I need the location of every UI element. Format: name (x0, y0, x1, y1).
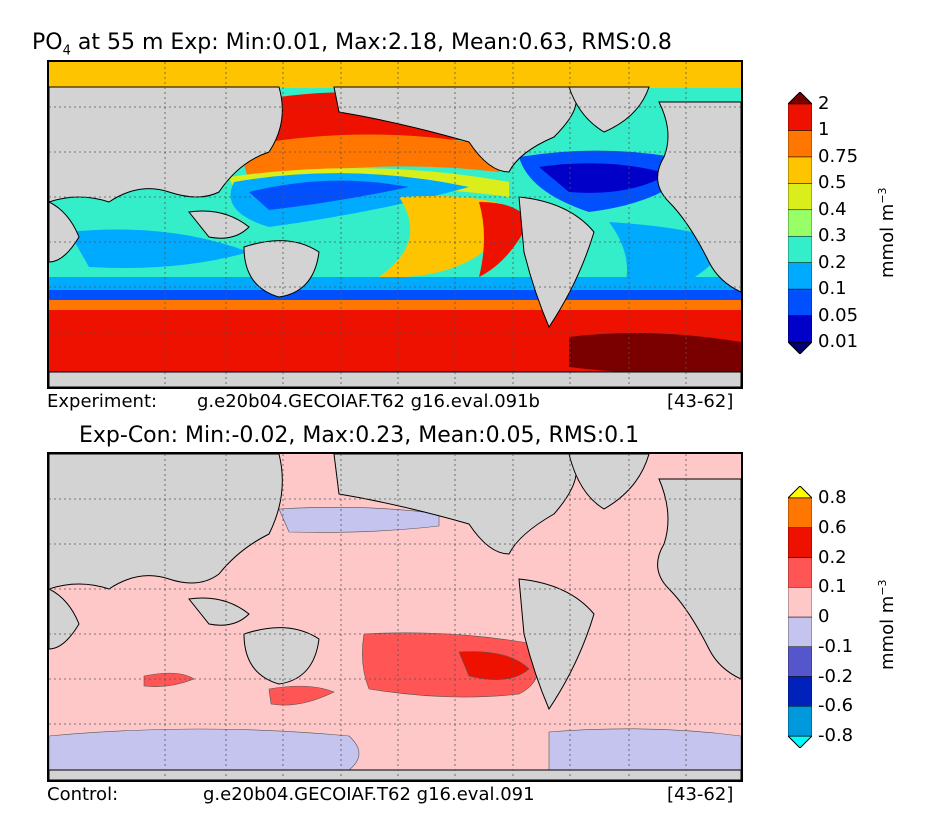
top-colorbar-cap-bottom (788, 341, 812, 354)
bottom-land-seasia (188, 597, 250, 626)
top-land-africa-east (49, 201, 80, 263)
top-colorbar-tick-label: 0.75 (818, 145, 859, 167)
bottom-colorbar-tick-label: 0.6 (818, 516, 847, 538)
bottom-land-eurasia-east (49, 454, 283, 590)
top-land-south-america (518, 196, 595, 329)
top-field-npac-deep (249, 180, 409, 210)
bottom-map (47, 452, 743, 782)
bottom-colorbar-tick-label: -0.2 (818, 665, 854, 687)
top-colorbar-tick-label: 0.5 (818, 172, 847, 194)
top-colorbar-tick-label: 2 (818, 93, 830, 114)
top-colorbar-segment (788, 288, 812, 316)
bottom-colorbar-tick-label: 0.1 (818, 576, 847, 598)
bottom-colorbar-cap-top (788, 486, 812, 499)
top-colorbar-segment (788, 183, 812, 211)
top-caption-mid: g.e20b04.GECOIAF.T62 g16.eval.091b (197, 391, 540, 412)
top-colorbar-unit: mmol m−3 (876, 187, 898, 278)
bottom-colorbar-tick-label: -0.8 (818, 725, 854, 746)
top-colorbar (788, 92, 812, 354)
bottom-colorbar-segment (788, 706, 812, 737)
bottom-field-io-positive (143, 672, 195, 687)
top-caption-right: [43-62] (667, 391, 734, 412)
top-colorbar-segment (788, 315, 812, 343)
bottom-caption-left: Control: (47, 784, 119, 805)
top-colorbar-segment (788, 156, 812, 184)
top-colorbar-tick-label: 0.3 (818, 225, 847, 247)
top-colorbar-tick-label: 0.1 (818, 278, 847, 300)
top-field-io (69, 229, 249, 268)
top-colorbar-tick-label: 0.4 (818, 198, 847, 220)
top-chart-title: PO4 at 55 m Exp: Min:0.01, Max:2.18, Mea… (32, 30, 672, 59)
top-map (47, 60, 743, 389)
bottom-caption-right: [43-62] (667, 784, 734, 805)
bottom-colorbar-tick-label: -0.1 (818, 635, 854, 657)
bottom-colorbar-segment (788, 527, 812, 558)
top-colorbar-tick-label: 0.01 (818, 331, 859, 352)
top-colorbar-segment (788, 130, 812, 158)
bottom-colorbar-segment (788, 497, 812, 528)
bottom-colorbar-cap-bottom (788, 735, 812, 748)
top-caption-left: Experiment: (47, 391, 158, 412)
bottom-field-npac-negative (278, 507, 440, 533)
top-colorbar-tick-label: 1 (818, 119, 830, 141)
top-colorbar-segment (788, 103, 812, 131)
bottom-colorbar-tick-label: 0 (818, 606, 830, 627)
bottom-land-africa-east (49, 588, 80, 650)
bottom-colorbar-segment (788, 616, 812, 647)
bottom-colorbar-unit: mmol m−3 (876, 579, 898, 670)
bottom-colorbar-segment (788, 557, 812, 588)
bottom-colorbar-segment (788, 587, 812, 618)
bottom-colorbar (788, 486, 812, 748)
bottom-colorbar-tick-label: -0.6 (818, 695, 854, 717)
bottom-colorbar-tick-label: 0.8 (818, 487, 847, 508)
top-land-antarctica (49, 371, 741, 387)
bottom-field-spac-positive (362, 632, 540, 698)
top-graticule (49, 62, 741, 387)
bottom-chart-title: Exp-Con: Min:-0.02, Max:0.23, Mean:0.05,… (79, 423, 640, 448)
bottom-colorbar-tick-label: 0.2 (818, 546, 847, 568)
top-land-australia (243, 240, 320, 298)
top-colorbar-tick-label: 0.2 (818, 251, 847, 273)
top-colorbar-cap-top (788, 92, 812, 105)
top-colorbar-segment (788, 235, 812, 263)
top-land-seasia (188, 210, 250, 239)
bottom-field-so-negative-west (49, 728, 360, 771)
bottom-land-australia (243, 627, 320, 685)
bottom-graticule (49, 454, 741, 780)
bottom-colorbar-segment (788, 646, 812, 677)
top-colorbar-segment (788, 209, 812, 237)
top-field-arctic (49, 62, 741, 88)
top-colorbar-segment (788, 262, 812, 290)
top-field-epac-red (479, 202, 529, 277)
bottom-colorbar-segment (788, 676, 812, 707)
bottom-field-so-negative-east (548, 728, 741, 771)
bottom-land-antarctica (49, 769, 741, 780)
top-field-so-band3 (49, 300, 741, 312)
bottom-land-greenland (568, 454, 650, 510)
top-field-weddell (569, 333, 741, 374)
top-colorbar-tick-label: 0.05 (818, 304, 859, 326)
bottom-land-south-america (518, 578, 595, 711)
top-field-atl-deep (539, 163, 669, 193)
bottom-caption-mid: g.e20b04.GECOIAF.T62 g16.eval.091 (203, 784, 535, 805)
top-land-north-america (333, 86, 577, 173)
